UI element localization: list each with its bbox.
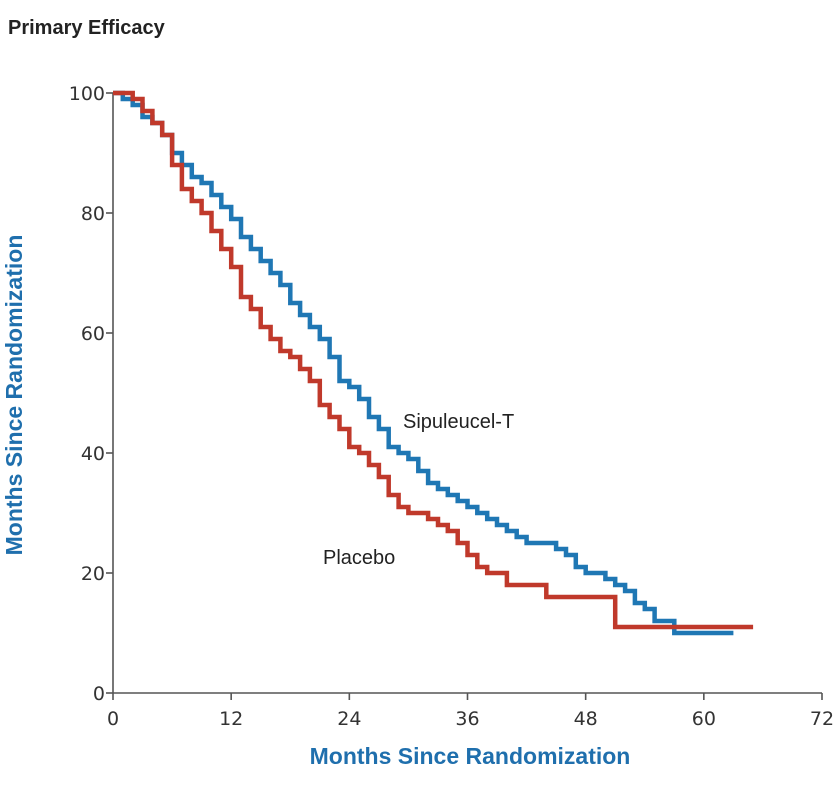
x-tick-label: 0 xyxy=(107,708,119,730)
y-tick-label: 0 xyxy=(93,683,105,705)
plot-area: 0 20 40 60 80 100 0 12 24 36 48 60 72 xyxy=(69,83,834,730)
x-tick-label: 24 xyxy=(337,708,361,730)
series-lines xyxy=(113,90,754,636)
series-label-placebo: Placebo xyxy=(323,547,395,569)
y-tick-label: 100 xyxy=(69,83,105,105)
chart-title: Primary Efficacy xyxy=(8,17,166,39)
x-tick-label: 60 xyxy=(692,708,716,730)
y-tick-label: 60 xyxy=(81,323,105,345)
y-tick-label: 40 xyxy=(81,443,105,465)
x-tick-label: 72 xyxy=(810,708,834,730)
x-tick-label: 48 xyxy=(574,708,598,730)
y-ticks: 0 20 40 60 80 100 xyxy=(69,83,113,705)
placebo-line xyxy=(113,90,754,630)
x-axis-title: Months Since Randomization xyxy=(310,743,631,769)
x-tick-label: 36 xyxy=(455,708,479,730)
series-label-sipuleucel: Sipuleucel-T xyxy=(403,411,514,433)
sipuleucel-line xyxy=(113,90,734,636)
x-tick-label: 12 xyxy=(219,708,243,730)
x-ticks: 0 12 24 36 48 60 72 xyxy=(107,693,834,730)
y-tick-label: 80 xyxy=(81,203,105,225)
y-tick-label: 20 xyxy=(81,563,105,585)
y-axis-title: Months Since Randomization xyxy=(1,235,27,556)
